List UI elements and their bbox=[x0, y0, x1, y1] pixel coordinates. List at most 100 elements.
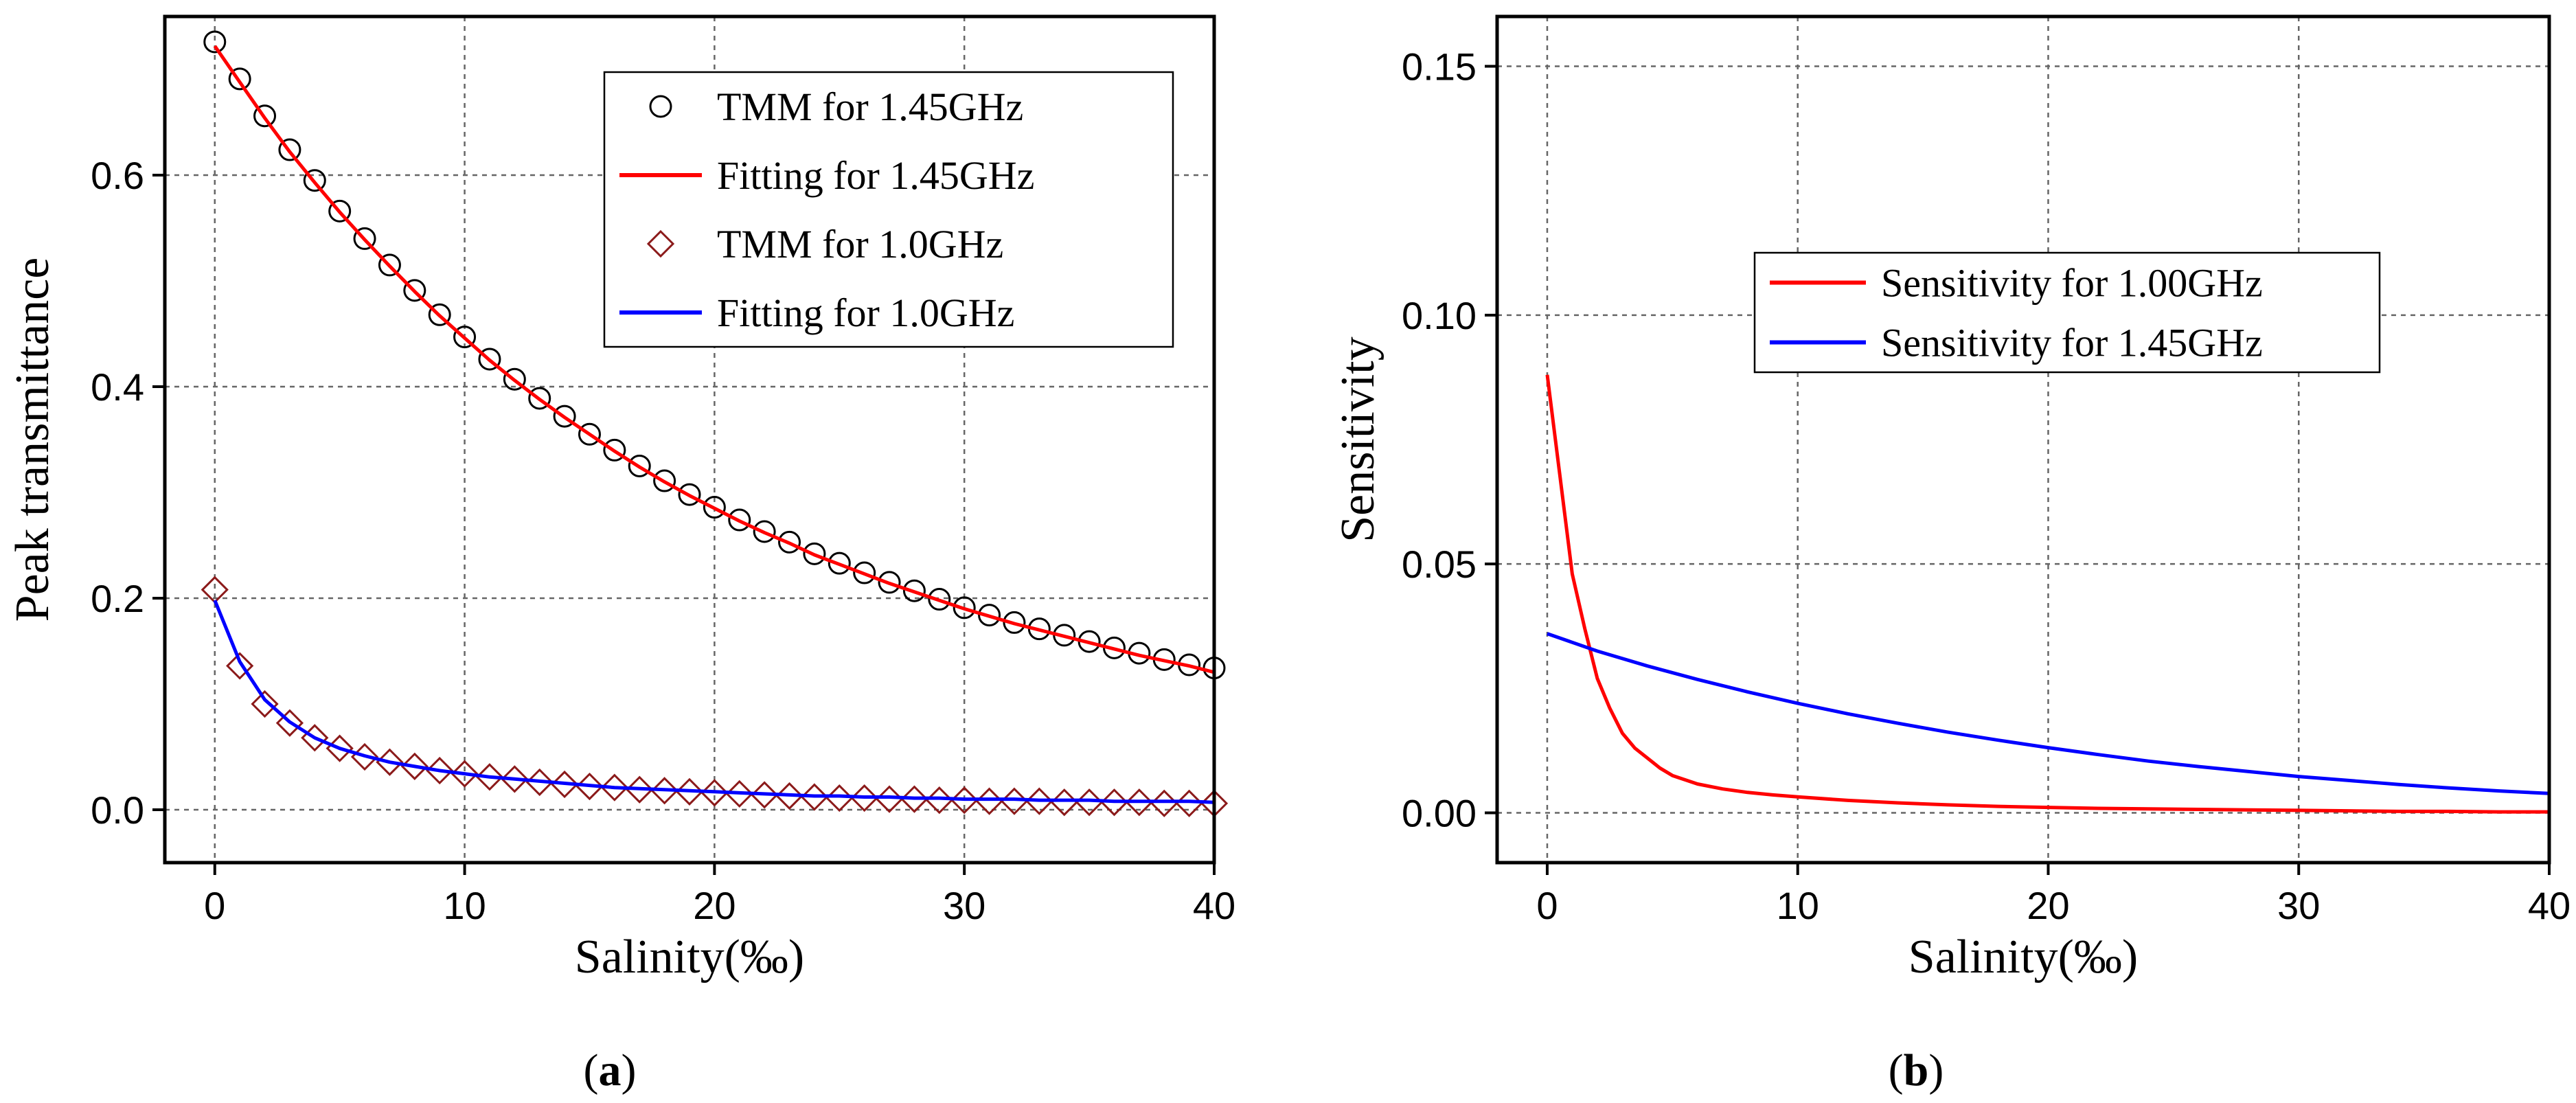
x-tick-label-1: 10 bbox=[1777, 884, 1819, 927]
data-point-0-27 bbox=[878, 571, 901, 594]
data-point-0-24 bbox=[803, 542, 826, 565]
caption-a-close: ) bbox=[622, 1045, 637, 1095]
data-point-2-20 bbox=[700, 779, 729, 807]
data-point-2-26 bbox=[850, 784, 878, 812]
caption-b-letter: b bbox=[1904, 1045, 1929, 1095]
legend-box bbox=[1753, 251, 2381, 374]
data-point-0-8 bbox=[403, 279, 426, 302]
data-point-2-31 bbox=[975, 787, 1003, 815]
data-point-0-1 bbox=[228, 67, 251, 91]
data-point-0-14 bbox=[553, 405, 576, 428]
data-point-0-17 bbox=[628, 455, 651, 477]
data-point-0-23 bbox=[778, 530, 801, 554]
data-point-0-0 bbox=[203, 30, 227, 54]
grid-b bbox=[1497, 16, 2551, 863]
x-tick-label-3: 30 bbox=[2277, 884, 2320, 927]
data-point-2-16 bbox=[600, 773, 628, 801]
chart-panel-b: 0 10 20 30 40 0.00 0.05 0.10 0.15 Salinity(‰) Se… bbox=[1332, 14, 2571, 983]
series-line-0 bbox=[1545, 374, 2549, 814]
series-line-1 bbox=[213, 45, 1215, 674]
data-point-2-19 bbox=[675, 777, 704, 806]
data-point-2-10 bbox=[451, 760, 479, 788]
data-point-2-14 bbox=[550, 770, 579, 799]
data-point-0-28 bbox=[902, 579, 926, 602]
caption-b: (b) bbox=[1889, 1045, 1944, 1095]
data-point-0-25 bbox=[828, 552, 851, 575]
legend-b: Sensitivity for 1.00GHz Sensitivity for 1… bbox=[1753, 251, 2381, 374]
x-tick-label-4: 40 bbox=[1193, 884, 1235, 927]
data-point-0-5 bbox=[328, 199, 352, 223]
data-point-2-36 bbox=[1100, 788, 1128, 817]
plot-frame-b bbox=[1495, 14, 2551, 865]
data-point-0-11 bbox=[478, 348, 501, 371]
data-point-2-3 bbox=[275, 709, 304, 737]
caption-a: (a) bbox=[584, 1045, 637, 1095]
data-point-0-6 bbox=[353, 227, 376, 250]
chart-panel-a: 0 10 20 30 40 0.0 0.2 0.4 0.6 Salinity(‰) Peak t… bbox=[6, 14, 1235, 983]
data-point-2-30 bbox=[950, 786, 979, 815]
plot-frame-a bbox=[163, 14, 1216, 865]
caption-b-open: ( bbox=[1889, 1045, 1904, 1095]
x-tick-label-2: 20 bbox=[2027, 884, 2069, 927]
legend-label-1: Sensitivity for 1.45GHz bbox=[1881, 321, 2263, 365]
y-axis-label-b: Sensitivity bbox=[1332, 337, 1384, 542]
legend-label-1: Fitting for 1.45GHz bbox=[717, 153, 1034, 198]
legend-swatch-2 bbox=[646, 229, 675, 258]
y-tick-label-2: 0.10 bbox=[1402, 294, 1477, 337]
series-line-3 bbox=[213, 600, 1215, 804]
data-point-0-9 bbox=[428, 303, 451, 326]
data-point-2-27 bbox=[875, 785, 904, 813]
caption-b-close: ) bbox=[1928, 1045, 1944, 1095]
data-point-0-15 bbox=[578, 422, 601, 446]
data-point-0-16 bbox=[603, 438, 626, 462]
data-point-2-17 bbox=[626, 775, 654, 804]
data-point-0-4 bbox=[303, 169, 326, 192]
data-point-2-18 bbox=[650, 777, 679, 805]
ticks-b: 0 10 20 30 40 0.00 0.05 0.10 0.15 bbox=[1402, 45, 2571, 927]
x-tick-label-3: 30 bbox=[943, 884, 985, 927]
data-point-0-26 bbox=[853, 561, 876, 584]
data-point-2-23 bbox=[775, 782, 803, 810]
y-tick-label-3: 0.6 bbox=[91, 154, 144, 197]
data-point-2-22 bbox=[751, 781, 779, 809]
data-point-2-1 bbox=[226, 652, 254, 680]
data-point-0-3 bbox=[278, 138, 301, 161]
data-point-0-20 bbox=[703, 496, 726, 519]
data-point-0-13 bbox=[528, 387, 551, 410]
data-point-2-13 bbox=[525, 768, 554, 797]
data-point-2-25 bbox=[825, 784, 854, 812]
data-point-2-38 bbox=[1150, 789, 1178, 817]
x-axis-label-a: Salinity(‰) bbox=[575, 931, 804, 983]
data-point-2-28 bbox=[900, 785, 928, 813]
y-tick-label-0: 0.00 bbox=[1402, 792, 1477, 835]
x-tick-label-2: 20 bbox=[693, 884, 736, 927]
series-layer-a bbox=[201, 30, 1229, 817]
legend-label-0: Sensitivity for 1.00GHz bbox=[1881, 261, 2263, 306]
data-point-0-21 bbox=[728, 508, 751, 532]
data-point-2-39 bbox=[1175, 789, 1203, 817]
y-tick-label-3: 0.15 bbox=[1402, 45, 1477, 88]
data-point-2-21 bbox=[725, 780, 753, 808]
series-1 bbox=[213, 45, 1215, 674]
x-tick-label-1: 10 bbox=[443, 884, 486, 927]
caption-a-open: ( bbox=[584, 1045, 599, 1095]
x-tick-label-4: 40 bbox=[2528, 884, 2571, 927]
y-tick-label-0: 0.0 bbox=[91, 788, 144, 832]
series-layer-b bbox=[1545, 374, 2550, 814]
series-0 bbox=[1545, 374, 2549, 814]
y-tick-label-1: 0.05 bbox=[1402, 543, 1477, 586]
data-point-0-19 bbox=[678, 483, 701, 506]
legend-swatch-0 bbox=[649, 95, 672, 118]
x-axis-label-b: Salinity(‰) bbox=[1908, 931, 2138, 983]
x-tick-label-0: 0 bbox=[1536, 884, 1558, 927]
data-point-2-7 bbox=[376, 748, 404, 776]
caption-a-letter: a bbox=[599, 1045, 622, 1095]
legend-label-0: TMM for 1.45GHz bbox=[717, 84, 1023, 129]
data-point-2-2 bbox=[251, 690, 279, 718]
data-point-0-7 bbox=[378, 253, 401, 277]
data-point-2-33 bbox=[1025, 787, 1053, 815]
series-1 bbox=[1547, 632, 2550, 795]
data-point-2-9 bbox=[426, 756, 454, 785]
y-tick-label-2: 0.4 bbox=[91, 365, 144, 409]
